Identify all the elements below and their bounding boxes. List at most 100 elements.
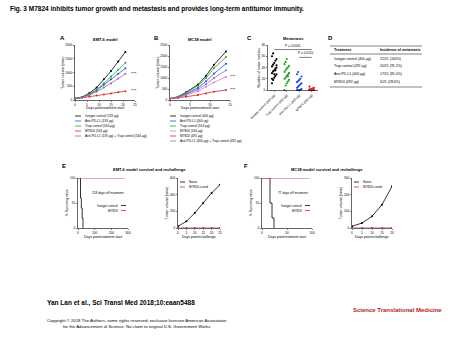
svg-text:1500: 1500: [160, 65, 167, 69]
svg-text:200: 200: [109, 231, 115, 235]
svg-text:5: 5: [361, 231, 363, 235]
svg-text:Isotype control (400 µg): Isotype control (400 µg): [180, 114, 214, 118]
svg-text:Isotype control (133 µg): Isotype control (133 µg): [85, 114, 119, 118]
svg-text:500: 500: [162, 87, 168, 91]
svg-text:25: 25: [218, 231, 222, 235]
svg-text:300: 300: [125, 231, 131, 235]
svg-text:10: 10: [193, 231, 197, 235]
svg-text:0: 0: [77, 231, 79, 235]
svg-text:Days postrechallenge: Days postrechallenge: [355, 235, 389, 239]
svg-text:D: D: [328, 35, 333, 41]
svg-text:Tumor volume (mm³): Tumor volume (mm³): [156, 56, 160, 89]
svg-text:Number of tumor nodules: Number of tumor nodules: [257, 48, 261, 88]
svg-text:Trap control (492 µg): Trap control (492 µg): [334, 64, 367, 68]
svg-text:300: 300: [344, 176, 350, 180]
svg-text:80: 80: [262, 43, 266, 47]
svg-text:Anti-PD-L1 (400 µg) + Trap con: Anti-PD-L1 (400 µg) + Trap control (492 …: [180, 139, 242, 143]
svg-text:1000: 1000: [65, 71, 72, 75]
svg-text:Isotype control: Isotype control: [281, 204, 302, 208]
svg-text:500: 500: [67, 84, 73, 88]
svg-text:20: 20: [121, 103, 125, 107]
svg-text:P = 0.0110: P = 0.0110: [298, 51, 313, 55]
svg-text:Tumor volume (mm³): Tumor volume (mm³): [61, 56, 65, 89]
svg-text:Anti-PD-L1 (133 µg): Anti-PD-L1 (133 µg): [85, 119, 113, 123]
svg-text:20/21 (95.2%): 20/21 (95.2%): [380, 64, 402, 68]
svg-text:400: 400: [170, 193, 176, 197]
svg-text:Science Translational Medicine: Science Translational Medicine: [353, 307, 442, 313]
svg-text:Anti-PD-L1 (400 µg): Anti-PD-L1 (400 µg): [278, 93, 301, 116]
svg-text:50: 50: [256, 201, 260, 205]
svg-text:M7824 (164 µg): M7824 (164 µg): [85, 129, 108, 133]
svg-text:0: 0: [347, 226, 349, 230]
svg-text:Isotype control (400 µg): Isotype control (400 µg): [250, 93, 277, 120]
svg-text:% Surviving mice: % Surviving mice: [65, 189, 69, 216]
svg-text:M7824 (492 µg): M7824 (492 µg): [180, 134, 203, 138]
svg-text:C: C: [247, 35, 252, 41]
svg-text:200: 200: [170, 209, 176, 213]
svg-text:A: A: [60, 35, 65, 41]
svg-text:100: 100: [92, 231, 98, 235]
svg-text:****: ****: [131, 89, 137, 93]
svg-text:0: 0: [263, 88, 265, 92]
svg-text:100: 100: [309, 231, 315, 235]
svg-text:1500: 1500: [65, 57, 72, 61]
svg-text:40: 40: [262, 66, 266, 70]
svg-text:2500: 2500: [160, 43, 167, 47]
svg-text:218 days off treatment: 218 days off treatment: [92, 191, 124, 195]
svg-text:0: 0: [74, 103, 76, 107]
svg-text:2000: 2000: [65, 43, 72, 47]
svg-text:5: 5: [189, 103, 191, 107]
svg-text:1000: 1000: [160, 76, 167, 80]
svg-text:****: ****: [230, 75, 236, 79]
svg-text:20: 20: [210, 231, 214, 235]
svg-text:Metastasis: Metastasis: [283, 36, 304, 41]
svg-text:****: ****: [230, 88, 236, 92]
svg-text:M7824 (492 µg): M7824 (492 µg): [295, 93, 314, 112]
svg-text:10: 10: [370, 231, 374, 235]
svg-text:20: 20: [262, 77, 266, 81]
svg-text:10: 10: [208, 103, 212, 107]
svg-text:0: 0: [169, 103, 171, 107]
svg-text:Trap control (164 µg): Trap control (164 µg): [180, 124, 210, 128]
svg-text:Trap control (492 µg): Trap control (492 µg): [265, 93, 289, 117]
svg-text:% Surviving mice: % Surviving mice: [249, 189, 253, 216]
svg-text:Days posttreatment start: Days posttreatment start: [268, 235, 306, 239]
svg-text:50: 50: [72, 201, 76, 205]
svg-text:0: 0: [173, 226, 175, 230]
svg-text:21/21 (100%): 21/21 (100%): [380, 57, 401, 61]
svg-text:Tumor volume (mm³): Tumor volume (mm³): [165, 187, 169, 220]
svg-text:0: 0: [351, 231, 353, 235]
svg-text:Days postrechallenge: Days postrechallenge: [182, 235, 216, 239]
svg-text:0: 0: [177, 231, 179, 235]
svg-text:E: E: [62, 163, 66, 169]
svg-text:17/21 (81.0%): 17/21 (81.0%): [380, 72, 402, 76]
svg-text:M7824 (492 µg): M7824 (492 µg): [334, 80, 359, 84]
svg-text:Days posttreatment start: Days posttreatment start: [86, 106, 124, 110]
svg-text:100: 100: [344, 209, 350, 213]
svg-text:Days posttreatment start: Days posttreatment start: [181, 106, 219, 110]
svg-text:Anti-PD-L1 (400 µg): Anti-PD-L1 (400 µg): [334, 72, 365, 76]
svg-text:0: 0: [70, 98, 72, 102]
svg-text:Treatment: Treatment: [334, 48, 352, 52]
svg-text:60: 60: [262, 54, 266, 58]
svg-text:MC38 model: MC38 model: [188, 37, 212, 42]
svg-text:20: 20: [390, 231, 394, 235]
svg-text:100: 100: [70, 176, 76, 180]
svg-text:M7824: M7824: [108, 209, 118, 213]
svg-text:Naive: Naive: [189, 180, 197, 184]
svg-text:F: F: [244, 163, 248, 169]
svg-text:0: 0: [261, 231, 263, 235]
svg-text:Anti-PD-L1 (133 µg) + Trap con: Anti-PD-L1 (133 µg) + Trap control (164 …: [85, 134, 147, 138]
svg-text:50: 50: [285, 231, 289, 235]
svg-text:M7824-cured: M7824-cured: [363, 185, 382, 189]
svg-text:M7824-cured: M7824-cured: [189, 185, 208, 189]
svg-text:100: 100: [254, 176, 260, 180]
svg-text:Trap control (164 µg): Trap control (164 µg): [85, 124, 115, 128]
svg-text:5: 5: [186, 231, 188, 235]
svg-text:15: 15: [380, 231, 384, 235]
svg-text:15: 15: [201, 231, 205, 235]
svg-text:0: 0: [73, 226, 75, 230]
svg-text:15: 15: [109, 103, 113, 107]
svg-text:B: B: [154, 35, 159, 41]
svg-text:Naive: Naive: [363, 180, 371, 184]
